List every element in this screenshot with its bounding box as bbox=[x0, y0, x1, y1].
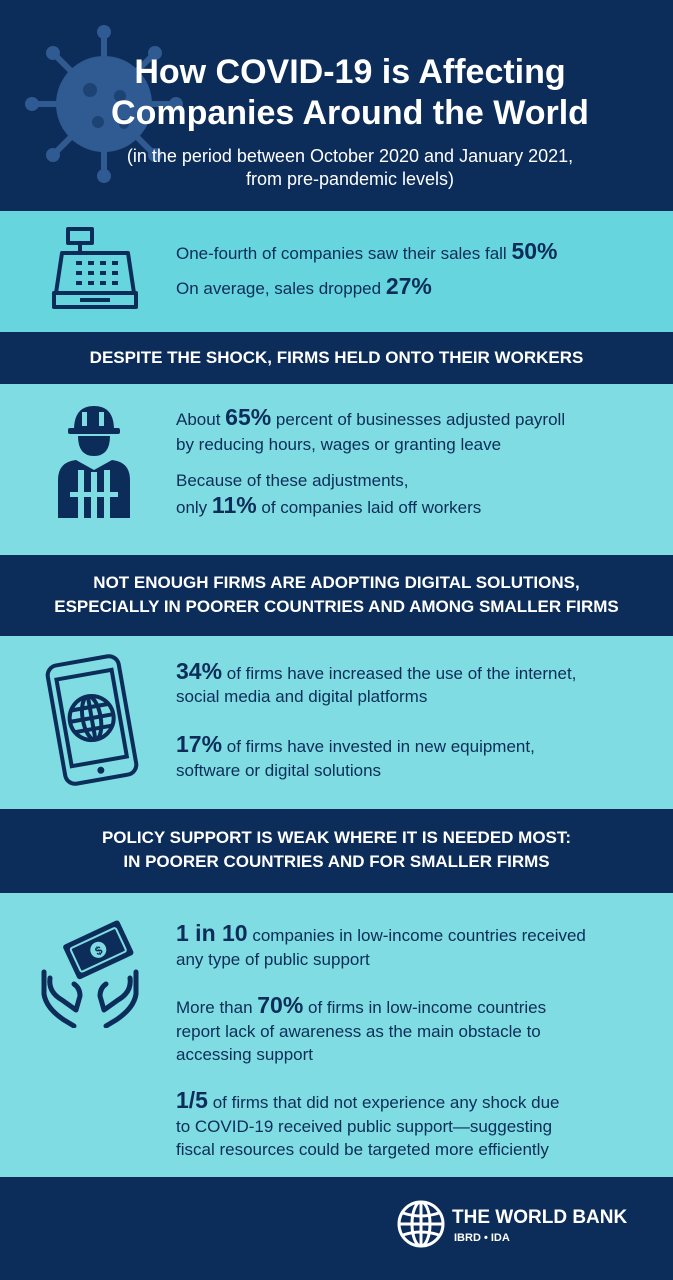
policy-heading-line-1: POLICY SUPPORT IS WEAK WHERE IT IS NEEDE… bbox=[101, 828, 572, 847]
policy-stat-3-suffix: of firms that did not experience any sho… bbox=[207, 1093, 560, 1112]
hands-money-icon: $ bbox=[41, 920, 139, 1028]
workers-stat-1-line-2: by reducing hours, wages or granting lea… bbox=[176, 435, 502, 454]
page-title-line-1: How COVID-19 is Affecting bbox=[134, 53, 566, 91]
sales-stat-2-text: On average, sales dropped bbox=[176, 279, 386, 298]
policy-stat-3-value: 1/5 bbox=[176, 1087, 208, 1113]
digital-heading-line-1: NOT ENOUGH FIRMS ARE ADOPTING DIGITAL SO… bbox=[93, 573, 580, 592]
workers-stat-2-suffix: of companies laid off workers bbox=[256, 498, 482, 517]
virus-icon bbox=[25, 25, 183, 183]
sales-stat-2-value: 27% bbox=[385, 273, 432, 299]
digital-stat-2-value: 17% bbox=[176, 731, 223, 757]
digital-stat-2: 17% of firms have invested in new equipm… bbox=[176, 733, 535, 758]
workers-stat-2: only 11% of companies laid off workers bbox=[176, 494, 481, 519]
workers-stat-1-suffix: percent of businesses adjusted payroll bbox=[271, 410, 566, 429]
policy-stat-2-prefix: More than bbox=[176, 998, 258, 1017]
sales-stat-1: One-fourth of companies saw their sales … bbox=[176, 240, 557, 265]
sales-stat-1-text: One-fourth of companies saw their sales … bbox=[176, 244, 512, 263]
world-bank-globe-icon bbox=[397, 1200, 445, 1248]
workers-stat-1: About 65% percent of businesses adjusted… bbox=[176, 406, 565, 431]
workers-stat-2-value: 11% bbox=[211, 492, 257, 518]
digital-stat-2-suffix: of firms have invested in new equipment, bbox=[222, 737, 535, 756]
policy-stat-1-suffix: companies in low-income countries receiv… bbox=[247, 926, 586, 945]
policy-stat-1-line-2: any type of public support bbox=[176, 950, 370, 969]
digital-heading-line-2: ESPECIALLY IN POORER COUNTRIES AND AMONG… bbox=[54, 597, 619, 616]
workers-stat-1-prefix: About bbox=[176, 410, 226, 429]
world-bank-logo-name: THE WORLD BANK bbox=[452, 1207, 628, 1228]
world-bank-logo-sub: IBRD • IDA bbox=[454, 1232, 510, 1244]
digital-stat-1-value: 34% bbox=[176, 658, 223, 684]
policy-heading-line-2: IN POORER COUNTRIES AND FOR SMALLER FIRM… bbox=[123, 852, 550, 871]
digital-stat-1: 34% of firms have increased the use of t… bbox=[176, 660, 576, 685]
policy-stat-2: More than 70% of firms in low-income cou… bbox=[176, 994, 546, 1019]
workers-heading: DESPITE THE SHOCK, FIRMS HELD ONTO THEIR… bbox=[0, 332, 673, 384]
sales-stat-1-value: 50% bbox=[511, 238, 558, 264]
header: How COVID-19 is Affecting Companies Arou… bbox=[0, 0, 673, 211]
cash-register-icon bbox=[52, 227, 138, 309]
sales-stat-2: On average, sales dropped 27% bbox=[176, 275, 432, 300]
workers-stat-2-line-1: Because of these adjustments, bbox=[176, 471, 409, 490]
subtitle-line-1: (in the period between October 2020 and … bbox=[126, 146, 574, 166]
policy-stat-2-line-2: report lack of awareness as the main obs… bbox=[176, 1022, 541, 1041]
workers-stat-1-value: 65% bbox=[225, 404, 272, 430]
page-title-line-2: Companies Around the World bbox=[111, 94, 589, 132]
policy-stat-3-line-3: fiscal resources could be targeted more … bbox=[176, 1140, 549, 1159]
policy-stat-2-suffix: of firms in low-income countries bbox=[303, 998, 547, 1017]
policy-stat-2-value: 70% bbox=[257, 992, 304, 1018]
worker-icon bbox=[58, 406, 130, 518]
digital-stat-2-line-2: software or digital solutions bbox=[176, 761, 382, 780]
digital-heading: NOT ENOUGH FIRMS ARE ADOPTING DIGITAL SO… bbox=[0, 555, 673, 636]
subtitle-line-2: from pre-pandemic levels) bbox=[245, 169, 455, 189]
policy-stat-1: 1 in 10 companies in low-income countrie… bbox=[176, 922, 586, 947]
policy-heading: POLICY SUPPORT IS WEAK WHERE IT IS NEEDE… bbox=[0, 809, 673, 893]
digital-stat-1-line-2: social media and digital platforms bbox=[176, 687, 428, 706]
workers-heading-text: DESPITE THE SHOCK, FIRMS HELD ONTO THEIR… bbox=[89, 348, 584, 367]
policy-stat-1-value: 1 in 10 bbox=[176, 920, 248, 946]
digital-stat-1-suffix: of firms have increased the use of the i… bbox=[222, 664, 577, 683]
policy-stat-3: 1/5 of firms that did not experience any… bbox=[176, 1089, 560, 1114]
policy-stat-3-line-2: to COVID-19 received public support—sugg… bbox=[176, 1117, 553, 1136]
workers-stat-2-prefix: only bbox=[176, 498, 212, 517]
policy-stat-2-line-3: accessing support bbox=[176, 1045, 314, 1064]
footer bbox=[0, 1177, 673, 1280]
smartphone-globe-icon bbox=[45, 654, 139, 786]
